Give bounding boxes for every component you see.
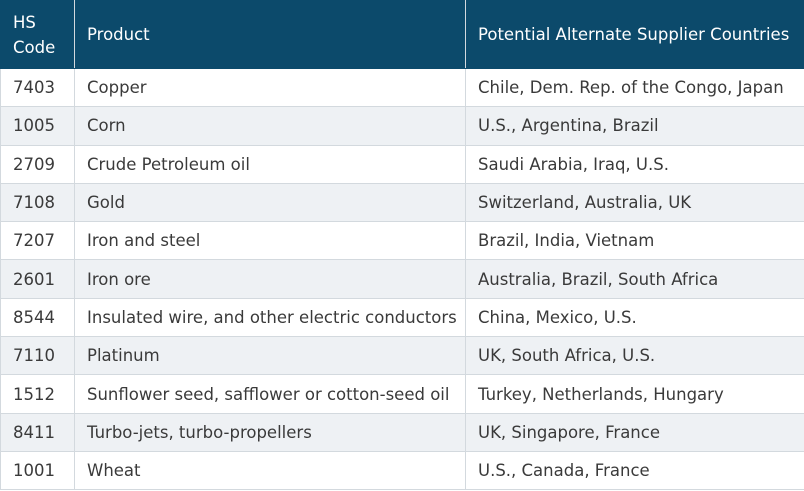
- table-body: 7403 Copper Chile, Dem. Rep. of the Congo,…: [0, 67, 804, 491]
- table-cell: China, Mexico, U.S.: [465, 297, 804, 338]
- table-row: 1005 Corn U.S., Argentina, Brazil: [0, 106, 804, 146]
- table-cell: Iron ore: [74, 259, 466, 299]
- table-cell: Iron and steel: [74, 221, 466, 261]
- table-cell: 7207: [0, 221, 75, 261]
- header-cell: HS Code: [0, 0, 75, 69]
- table-cell: Platinum: [74, 336, 466, 376]
- table-cell: U.S., Canada, France: [465, 450, 804, 491]
- table-cell: Gold: [74, 182, 466, 223]
- table-row: 7207 Iron and steel Brazil, India, Vietnam: [0, 221, 804, 261]
- table-row: 1001 Wheat U.S., Canada, France: [0, 450, 804, 491]
- table-cell: 2709: [0, 144, 75, 184]
- header-row: HS Code Product Potential Alternate Suppli…: [0, 0, 804, 69]
- table-cell: Wheat: [74, 450, 466, 491]
- table-cell: Saudi Arabia, Iraq, U.S.: [465, 144, 804, 184]
- table-row: 1512 Sunflower seed, safflower or cotton-…: [0, 374, 804, 414]
- table-row: 2601 Iron ore Australia, Brazil, South Afr…: [0, 259, 804, 299]
- table-cell: 1001: [0, 450, 75, 491]
- table-cell: Turkey, Netherlands, Hungary: [465, 374, 804, 414]
- table-cell: 1512: [0, 374, 75, 414]
- table-cell: U.S., Argentina, Brazil: [465, 106, 804, 146]
- table-cell: Insulated wire, and other electric condu…: [74, 297, 466, 338]
- table-cell: 2601: [0, 259, 75, 299]
- table-row: 2709 Crude Petroleum oil Saudi Arabia, Ira…: [0, 144, 804, 184]
- table-cell: 7108: [0, 182, 75, 223]
- table-cell: UK, South Africa, U.S.: [465, 336, 804, 376]
- header-cell: Product: [74, 0, 466, 69]
- table-cell: 1005: [0, 106, 75, 146]
- table-cell: 7403: [0, 67, 75, 108]
- table-cell: Australia, Brazil, South Africa: [465, 259, 804, 299]
- header-cell: Potential Alternate Supplier Countries: [465, 0, 804, 69]
- table-cell: 8411: [0, 412, 75, 452]
- table-row: 7110 Platinum UK, South Africa, U.S.: [0, 336, 804, 376]
- table-cell: Sunflower seed, safflower or cotton-seed…: [74, 374, 466, 414]
- table-cell: Crude Petroleum oil: [74, 144, 466, 184]
- table-row: 7108 Gold Switzerland, Australia, UK: [0, 182, 804, 223]
- table-row: 7403 Copper Chile, Dem. Rep. of the Congo,…: [0, 67, 804, 108]
- table-cell: Corn: [74, 106, 466, 146]
- table-cell: Chile, Dem. Rep. of the Congo, Japan: [465, 67, 804, 108]
- table-cell: Brazil, India, Vietnam: [465, 221, 804, 261]
- table-cell: Copper: [74, 67, 466, 108]
- table-row: 8411 Turbo-jets, turbo-propellers UK, Sing…: [0, 412, 804, 452]
- table-cell: Switzerland, Australia, UK: [465, 182, 804, 223]
- table-row: 8544 Insulated wire, and other electric c…: [0, 297, 804, 338]
- table-cell: Turbo-jets, turbo-propellers: [74, 412, 466, 452]
- table-cell: 7110: [0, 336, 75, 376]
- table-cell: UK, Singapore, France: [465, 412, 804, 452]
- table-cell: 8544: [0, 297, 75, 338]
